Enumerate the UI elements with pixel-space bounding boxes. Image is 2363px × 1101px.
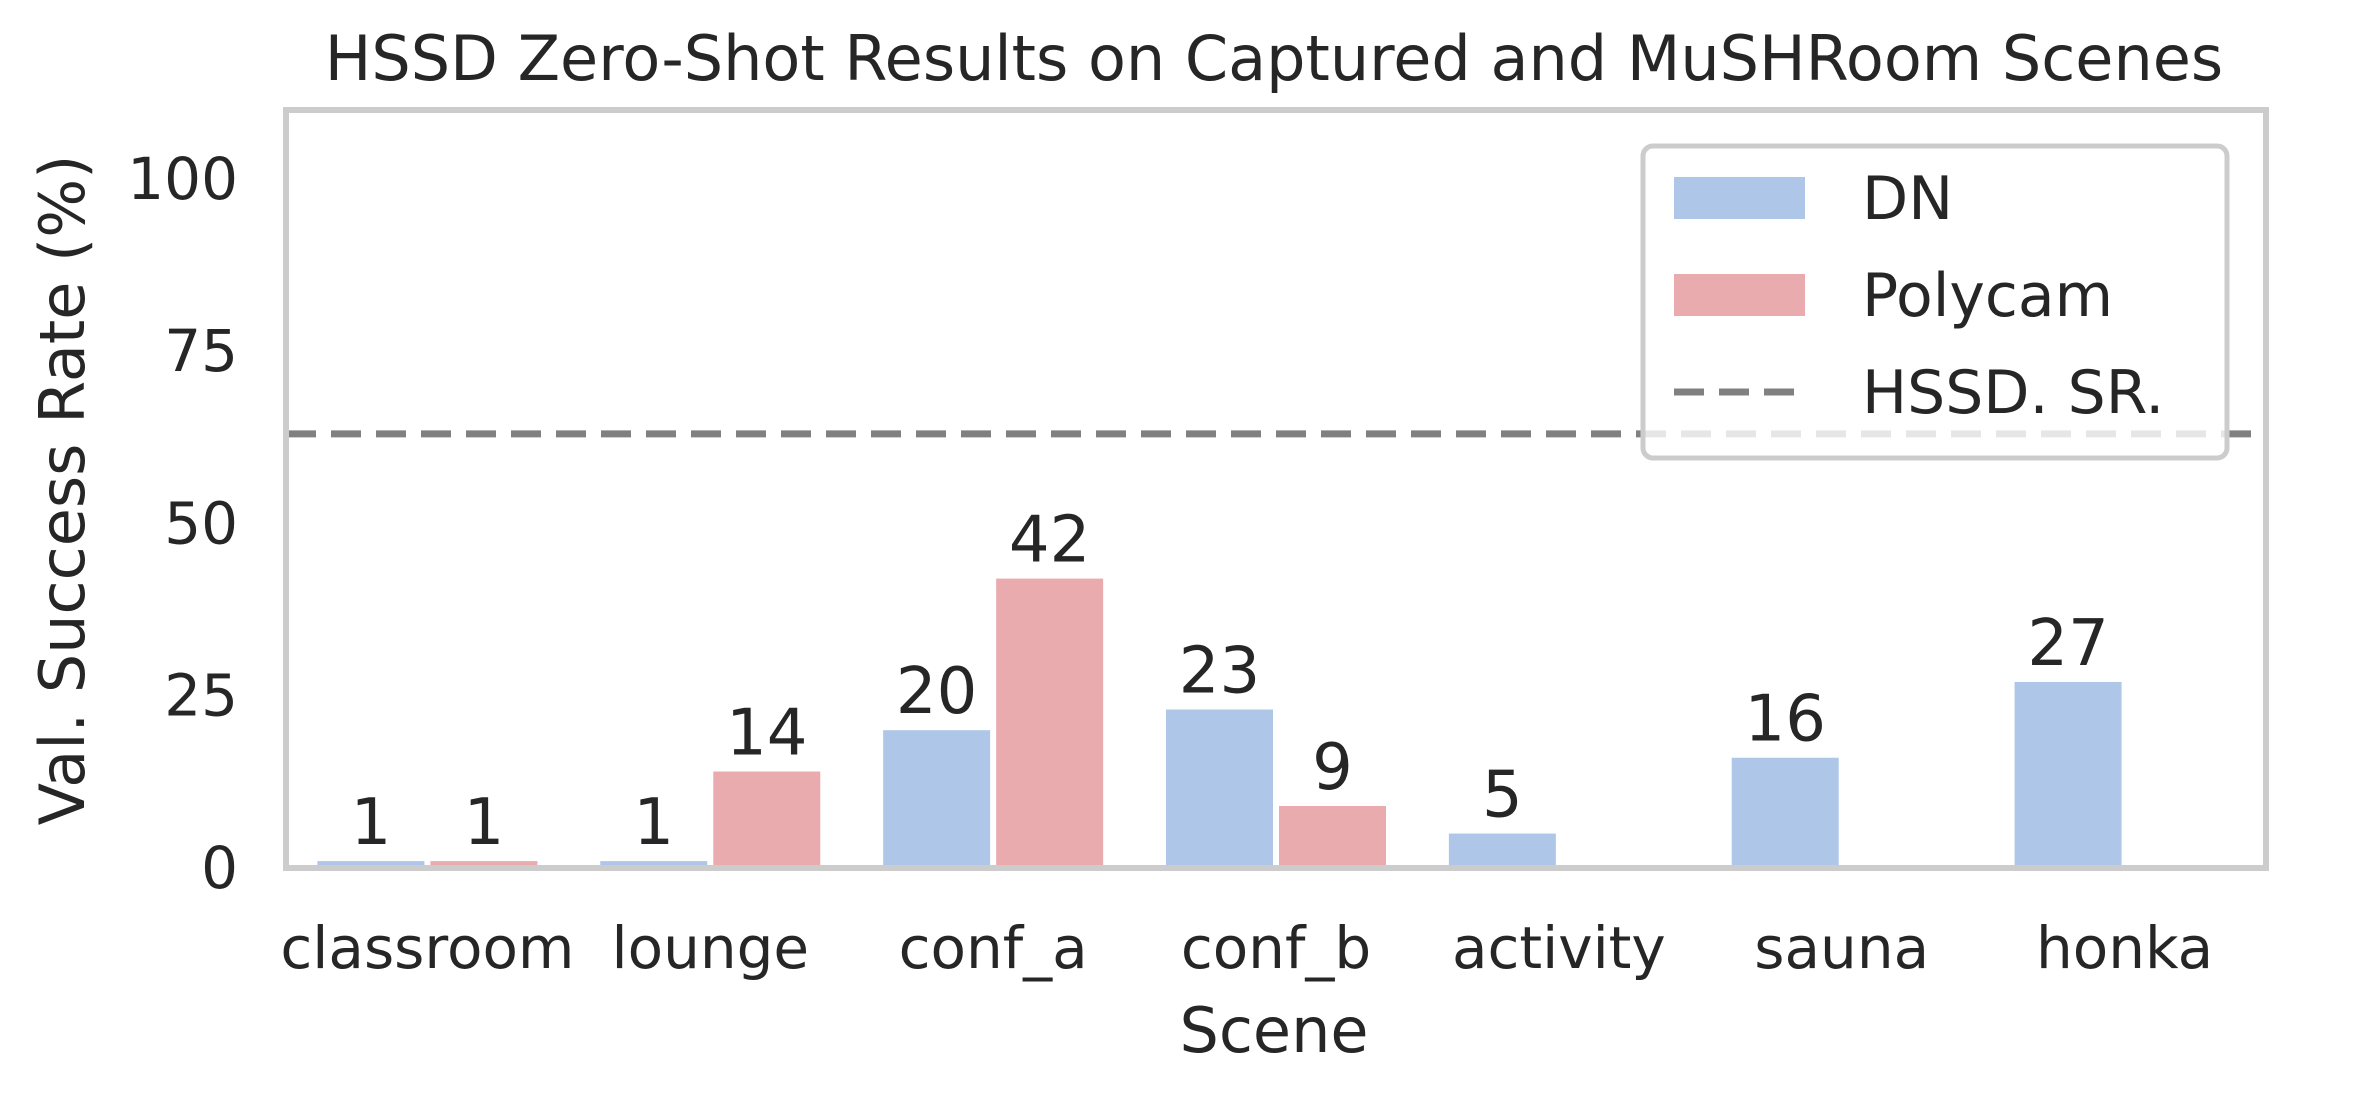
bar-dn-lounge <box>600 861 708 868</box>
data-label: 1 <box>351 786 392 860</box>
y-tick-label: 100 <box>127 145 238 213</box>
bar-dn-classroom <box>317 861 425 868</box>
legend-label: DN <box>1862 164 1953 234</box>
data-label: 23 <box>1179 635 1260 709</box>
data-label: 20 <box>896 655 977 729</box>
data-label: 42 <box>1009 504 1090 578</box>
bar-polycam-conf_b <box>1279 805 1386 868</box>
chart-title: HSSD Zero-Shot Results on Captured and M… <box>325 22 2223 95</box>
data-label: 1 <box>464 786 505 860</box>
x-tick-label: sauna <box>1754 914 1929 982</box>
bar-dn-sauna <box>1731 757 1839 868</box>
legend-swatch-dn <box>1674 177 1805 219</box>
plot-frame <box>283 107 2269 871</box>
data-label: 27 <box>2027 607 2108 681</box>
x-tick-label: conf_b <box>1181 914 1371 982</box>
data-label: 16 <box>1744 683 1825 757</box>
legend-label: Polycam <box>1862 261 2113 331</box>
x-tick-label: lounge <box>611 914 809 982</box>
data-label: 1 <box>633 786 674 860</box>
y-tick-label: 25 <box>164 662 238 730</box>
legend-swatch-polycam <box>1674 274 1805 316</box>
bar-polycam-lounge <box>713 771 821 868</box>
y-axis-label: Val. Success Rate (%) <box>26 155 99 826</box>
x-tick-label: classroom <box>280 914 574 982</box>
bar-dn-honka <box>2014 681 2122 868</box>
legend-box <box>1640 143 2230 461</box>
data-label: 14 <box>726 697 807 771</box>
y-tick-label: 50 <box>164 489 238 557</box>
x-tick-label: honka <box>2036 914 2213 982</box>
x-tick-label: conf_a <box>899 914 1088 982</box>
data-label: 9 <box>1312 731 1353 805</box>
bar-dn-activity <box>1448 833 1556 868</box>
y-tick-label: 75 <box>164 317 238 385</box>
bar-polycam-conf_a <box>996 578 1104 868</box>
x-tick-label: activity <box>1452 914 1666 982</box>
legend-label: HSSD. SR. <box>1862 358 2164 428</box>
y-tick-label: 0 <box>201 834 238 902</box>
x-axis-label: Scene <box>1179 994 1368 1067</box>
data-label: 5 <box>1482 759 1523 833</box>
bar-dn-conf_b <box>1166 709 1273 868</box>
legend: DN Polycam HSSD. SR. <box>1640 143 2230 461</box>
bar-polycam-classroom <box>430 861 538 868</box>
bar-dn-conf_a <box>883 730 991 868</box>
